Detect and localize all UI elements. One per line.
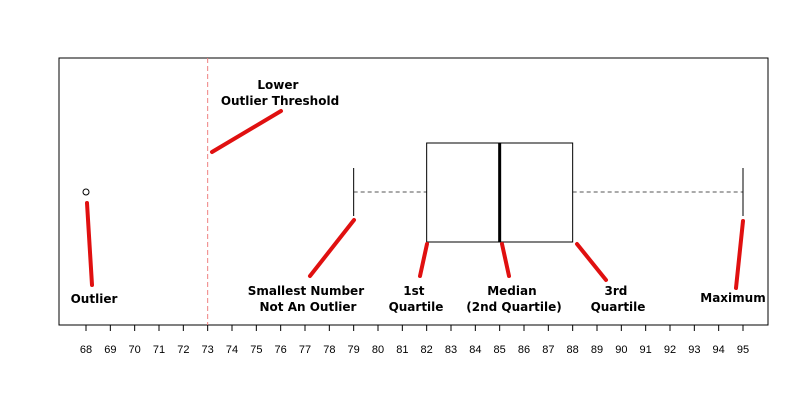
x-tick-label: 87: [542, 344, 554, 356]
x-tick-label: 77: [299, 344, 311, 356]
annotation-pointer: [500, 242, 511, 278]
x-tick-label: 83: [445, 344, 457, 356]
x-tick-label: 81: [396, 344, 408, 356]
x-tick-label: 71: [153, 344, 165, 356]
x-tick-label: 82: [421, 344, 433, 356]
x-tick-label: 95: [737, 344, 749, 356]
x-tick-label: 70: [129, 344, 141, 356]
x-tick-label: 78: [323, 344, 335, 356]
x-tick-label: 85: [494, 344, 506, 356]
annotation-smallest-not-outlier: Smallest Number Not An Outlier: [248, 284, 369, 314]
pointer-layer: [85, 109, 745, 290]
annotation-pointer: [308, 218, 356, 278]
x-tick-label: 90: [615, 344, 627, 356]
annotation-pointer: [734, 219, 745, 290]
x-tick-label: 80: [372, 344, 384, 356]
x-tick-label: 69: [104, 344, 116, 356]
x-tick-label: 89: [591, 344, 603, 356]
x-tick-label: 86: [518, 344, 530, 356]
annotation-lower-outlier-threshold: Lower Outlier Threshold: [221, 78, 339, 108]
annotation-layer: Outlier Lower Outlier Threshold Smallest…: [71, 78, 766, 314]
x-tick-label: 74: [226, 344, 238, 356]
annotation-maximum: Maximum: [700, 291, 765, 305]
annotation-outlier: Outlier: [71, 292, 118, 306]
annotation-pointer: [85, 201, 94, 287]
x-tick-label: 93: [688, 344, 700, 356]
x-tick-label: 94: [713, 344, 725, 356]
x-tick-label: 73: [202, 344, 214, 356]
x-tick-label: 79: [348, 344, 360, 356]
plot-frame: [58, 57, 769, 326]
annotation-pointer: [210, 109, 283, 154]
x-tick-label: 75: [250, 344, 262, 356]
x-tick-label: 88: [567, 344, 579, 356]
annotation-pointer: [575, 242, 608, 282]
annotation-third-quartile: 3rd Quartile: [591, 284, 646, 314]
box-layer: [353, 142, 744, 243]
x-tick-label: 76: [275, 344, 287, 356]
annotation-median: Median (2nd Quartile): [466, 284, 562, 314]
x-tick-label: 68: [80, 344, 92, 356]
x-axis: 68 69 70 71 72 73 74 75 76 77 78 79 80 81 82 83 84 85 86 87…: [80, 325, 749, 356]
x-tick-label: 92: [664, 344, 676, 356]
outlier-point: [82, 188, 90, 196]
outlier-layer: [82, 188, 90, 196]
x-tick-label: 84: [469, 344, 481, 356]
x-tick-label: 91: [640, 344, 652, 356]
annotation-first-quartile: 1st Quartile: [389, 284, 444, 314]
annotation-pointer: [418, 242, 429, 278]
x-tick-label: 72: [177, 344, 189, 356]
